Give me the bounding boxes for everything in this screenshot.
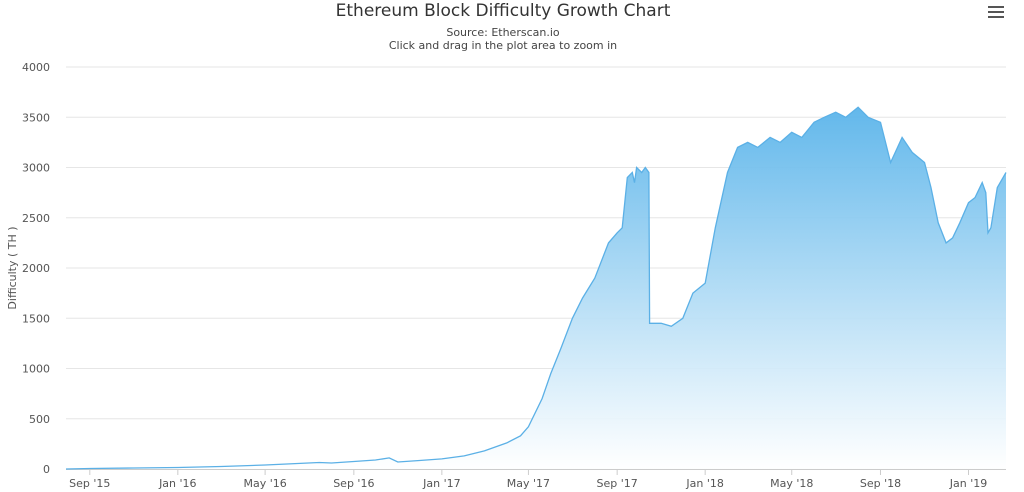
chart-title: Ethereum Block Difficulty Growth Chart <box>335 1 671 21</box>
x-tick-label: Jan '17 <box>422 477 460 490</box>
y-axis: 0 500 1000 1500 2000 2500 3000 3500 4000 <box>22 61 50 476</box>
x-tick-label: Sep '18 <box>860 477 901 490</box>
y-tick-label: 3500 <box>22 111 50 124</box>
zoom-hint: Click and drag in the plot area to zoom … <box>388 39 618 52</box>
x-tick-label: Sep '16 <box>333 477 374 490</box>
y-tick-label: 3000 <box>22 162 50 175</box>
x-tick-label: May '16 <box>243 477 286 490</box>
x-tick-label: May '18 <box>770 477 813 490</box>
y-tick-label: 1000 <box>22 363 50 376</box>
x-tick-label: Jan '16 <box>158 477 196 490</box>
menu-bar <box>988 6 1004 8</box>
x-tick-label: Jan '19 <box>949 477 987 490</box>
x-tick-label: Sep '17 <box>597 477 638 490</box>
y-tick-label: 0 <box>43 463 50 476</box>
series-group <box>65 106 1007 470</box>
y-tick-label: 1500 <box>22 312 50 325</box>
y-tick-label: 2500 <box>22 212 50 225</box>
x-tick-label: Jan '18 <box>685 477 723 490</box>
x-tick-label: Sep '15 <box>69 477 110 490</box>
x-axis: Sep '15 Jan '16 May '16 Sep '16 Jan '17 May '… <box>66 469 1006 490</box>
series-area <box>66 107 1006 469</box>
y-tick-label: 2000 <box>22 262 50 275</box>
series-line <box>65 106 1007 470</box>
y-tick-label: 500 <box>29 413 50 426</box>
y-axis-label: Difficulty ( TH ) <box>6 226 19 309</box>
hamburger-menu-icon[interactable] <box>988 6 1004 20</box>
x-tick-label: May '17 <box>507 477 550 490</box>
menu-bar <box>988 11 1004 13</box>
chart-subtitle: Source: Etherscan.io <box>446 26 560 39</box>
menu-bar <box>988 16 1004 18</box>
y-tick-label: 4000 <box>22 61 50 74</box>
